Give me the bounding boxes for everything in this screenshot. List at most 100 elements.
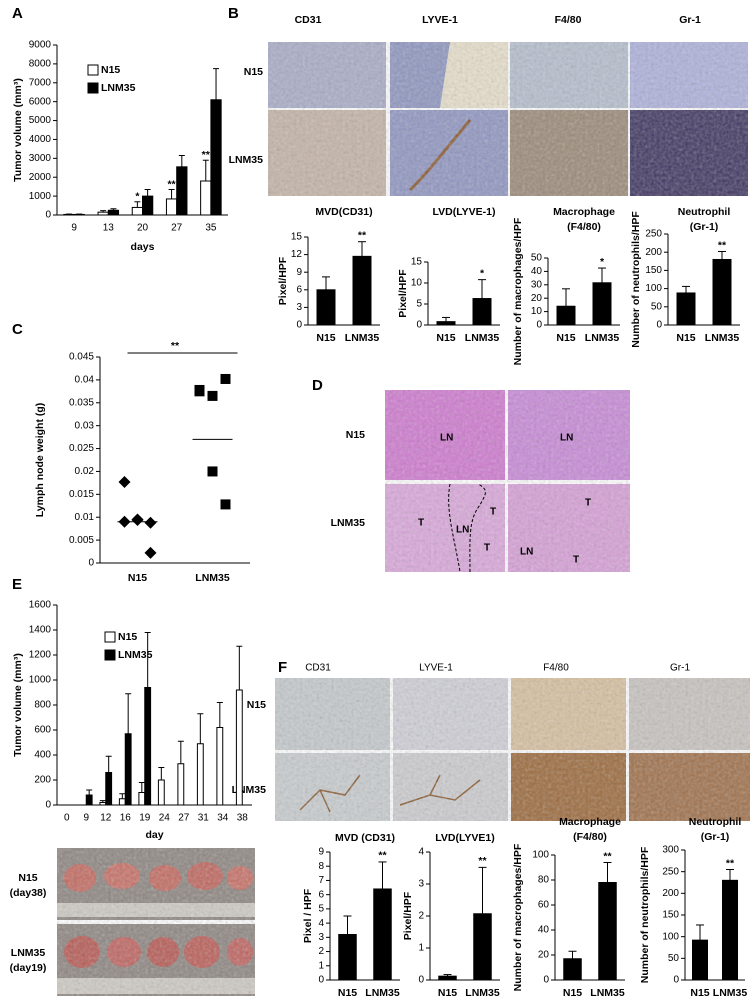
row-label: N15 (244, 66, 263, 78)
y-tick-label: 100 (645, 283, 662, 294)
x-tick-label: LNM35 (585, 332, 620, 344)
x-tick-label: N15 (556, 332, 575, 344)
x-tick-label: 27 (171, 223, 183, 234)
bar (438, 975, 457, 981)
significance: ** (718, 239, 727, 251)
photo-label: N15 (18, 872, 37, 884)
x-tick-label: LNM35 (345, 332, 380, 344)
x-tick-label: 19 (139, 813, 151, 824)
y-tick-label: 100 (532, 850, 549, 861)
y-axis-label: Lymph node weight (g) (34, 403, 46, 518)
bar (157, 779, 165, 806)
x-tick-label: 0 (64, 813, 70, 824)
y-tick-label: 150 (645, 265, 662, 276)
y-tick-label: 1200 (29, 650, 52, 661)
point (207, 390, 218, 401)
x-tick-label: 13 (103, 223, 115, 234)
bar (373, 888, 392, 981)
x-tick-label: LNM35 (713, 987, 748, 999)
column-label: CD31 (305, 663, 331, 674)
bar (144, 687, 152, 806)
y-tick-label: 0.04 (75, 375, 95, 386)
bar (316, 289, 336, 326)
image-label: T (418, 518, 424, 529)
y-tick-label: 1600 (29, 600, 52, 611)
y-tick-label: 30 (531, 279, 543, 290)
micrograph-grid (268, 42, 748, 196)
bar (692, 939, 708, 981)
significance: ** (202, 149, 211, 161)
y-tick-label: 80 (538, 875, 550, 886)
x-tick-label: LNM35 (705, 332, 740, 344)
point (131, 513, 144, 526)
y-tick-label: 250 (662, 866, 679, 877)
y-tick-label: 0 (318, 975, 324, 986)
y-tick-label: 0 (45, 210, 51, 221)
bar (124, 733, 132, 806)
y-tick-label: 0 (536, 320, 542, 331)
bar (97, 211, 109, 216)
photo-label: (day19) (10, 962, 47, 974)
bar (176, 166, 188, 216)
point (220, 373, 231, 384)
y-tick-label: 0 (416, 320, 422, 331)
significance: * (600, 256, 605, 268)
panel-label: D (312, 377, 323, 394)
photo-label: (day38) (10, 887, 47, 899)
x-axis-label: days (131, 241, 155, 253)
y-tick-label: 0.005 (69, 535, 94, 546)
point (220, 499, 231, 510)
y-tick-label: 0 (296, 320, 302, 331)
x-tick-label: N15 (316, 332, 335, 344)
x-tick-label: 16 (120, 813, 132, 824)
row-label: LNM35 (331, 517, 366, 529)
bar (352, 255, 372, 326)
x-tick-label: 20 (137, 223, 149, 234)
x-tick-label: N15 (436, 332, 455, 344)
y-tick-label: 4 (418, 847, 424, 858)
y-tick-label: 0 (673, 975, 679, 986)
chart-title: (F4/80) (573, 831, 607, 843)
x-tick-label: N15 (563, 987, 582, 999)
y-axis-label: Pixel / HPF (302, 888, 314, 943)
y-tick-label: 60 (538, 900, 550, 911)
y-axis-label: Number of macrophages/HPF (512, 843, 524, 991)
bar (85, 794, 93, 806)
legend-swatch (87, 64, 99, 76)
y-tick-label: 4000 (29, 134, 52, 145)
x-tick-label: N15 (128, 572, 147, 584)
panel-label: F (278, 659, 287, 676)
column-label: LYVE-1 (422, 14, 458, 26)
y-tick-label: 800 (34, 700, 51, 711)
chart-title: (Gr-1) (690, 221, 719, 233)
chart-title: MVD (CD31) (335, 832, 395, 844)
y-axis-label: Pixel/HPF (277, 256, 289, 305)
bar (712, 258, 732, 326)
y-tick-label: 20 (531, 293, 543, 304)
y-axis-label: Tumor volume (mm³) (12, 653, 24, 757)
y-tick-label: 7000 (29, 77, 52, 88)
y-tick-label: 1400 (29, 625, 52, 636)
y-tick-label: 40 (531, 266, 543, 277)
legend-swatch (87, 82, 99, 94)
y-tick-label: 400 (34, 750, 51, 761)
y-tick-label: 100 (662, 931, 679, 942)
y-tick-label: 15 (291, 232, 303, 243)
bar (592, 282, 612, 326)
significance: * (135, 191, 140, 203)
bar (107, 209, 120, 216)
y-tick-label: 200 (34, 775, 51, 786)
x-tick-label: N15 (338, 987, 357, 999)
y-tick-label: 0.02 (75, 466, 95, 477)
bar (131, 206, 144, 216)
x-tick-label: LNM35 (465, 987, 500, 999)
x-tick-label: N15 (690, 987, 709, 999)
bar (472, 298, 492, 326)
bar (598, 882, 617, 981)
bar (556, 305, 576, 326)
chart-title: LVD(LYVE1) (435, 832, 495, 844)
significance: ** (167, 178, 176, 190)
y-tick-label: 9 (296, 267, 302, 278)
significance: ** (478, 855, 487, 867)
panel-label: B (228, 5, 239, 22)
